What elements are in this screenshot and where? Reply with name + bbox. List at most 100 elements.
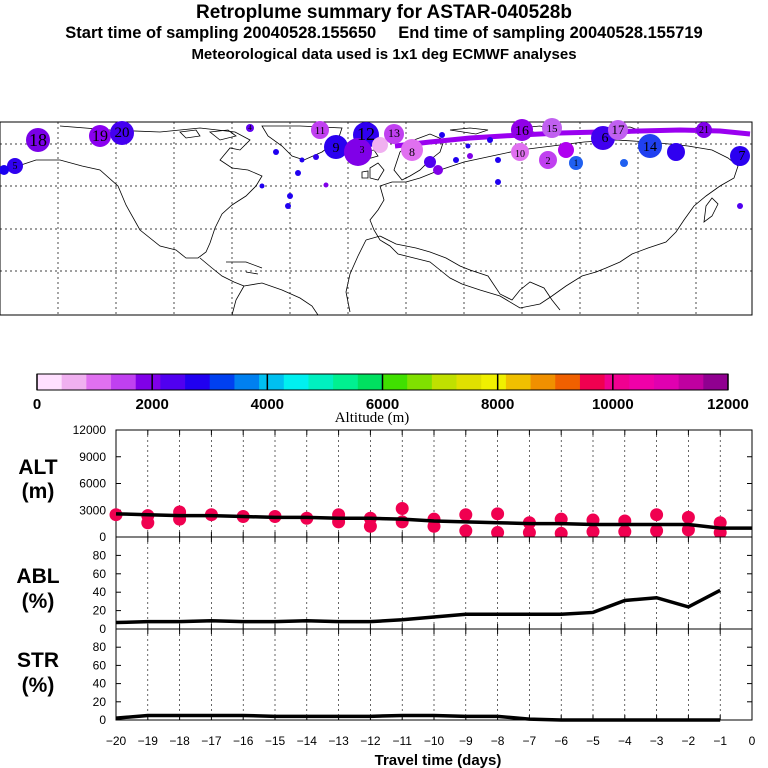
- y-tick-label: 60: [93, 658, 107, 672]
- colorbar-swatch: [407, 374, 433, 390]
- colorbar-swatch: [209, 374, 235, 390]
- map-plume-circle: [638, 134, 662, 158]
- alt-scatter-point: [681, 510, 695, 524]
- map-plume-circle: [487, 137, 493, 143]
- colorbar-swatch: [357, 374, 383, 390]
- colorbar-swatch: [86, 374, 112, 390]
- map-coastline: [5, 125, 263, 259]
- x-tick-label: −3: [650, 734, 664, 748]
- str-line: [115, 713, 721, 722]
- y-tick-label: 40: [93, 585, 107, 599]
- map-plume-circle: [372, 137, 388, 153]
- x-tick-label: −7: [523, 734, 537, 748]
- colorbar-tick-label: 10000: [592, 396, 634, 413]
- map-plume-circle: [299, 157, 305, 163]
- map-plume-circle: [295, 170, 301, 176]
- map-plume-circle: [313, 154, 319, 160]
- panel-alt: 12000 9000 6000 3000 0 ALT(m): [18, 423, 753, 544]
- y-tick-label: 60: [93, 567, 107, 581]
- map-day-label: 1: [574, 158, 579, 168]
- map-plume-circle: [7, 158, 23, 174]
- colorbar-swatch: [703, 374, 729, 390]
- x-tick-label: −9: [459, 734, 473, 748]
- colorbar-tick-label: 0: [33, 396, 41, 413]
- colorbar-swatch: [308, 374, 334, 390]
- y-tick-label: 9000: [79, 450, 106, 464]
- map-day-label: 18: [29, 130, 47, 150]
- colorbar-swatch: [382, 374, 408, 390]
- alt-scatter-point: [491, 526, 505, 540]
- x-tick-label: −6: [554, 734, 568, 748]
- panel-ylabel: ALT: [18, 456, 57, 479]
- panel-ylabel: (%): [22, 590, 55, 613]
- alt-scatter-point: [427, 519, 441, 533]
- colorbar-swatch: [456, 374, 482, 390]
- map-plume-circle: [511, 119, 533, 141]
- x-axis-label: Travel time (days): [375, 752, 502, 768]
- map-plume-circle: [608, 120, 628, 140]
- colorbar-tick-label: 2000: [135, 396, 168, 413]
- map-plume-circle: [344, 138, 372, 166]
- x-tick-label: −12: [360, 734, 381, 748]
- page-title: Retroplume summary for ASTAR-040528b: [196, 2, 572, 23]
- end-time-label: End time of sampling 20040528.155719: [398, 24, 703, 42]
- alt-scatter-point: [618, 525, 632, 539]
- map-coastline: [199, 257, 263, 287]
- colorbar-swatch: [678, 374, 704, 390]
- alt-scatter-point: [459, 508, 473, 522]
- map-plume-circle: [285, 203, 291, 209]
- map-plume-circle: [246, 124, 254, 132]
- met-data-label: Meteorological data used is 1x1 deg ECMW…: [191, 46, 577, 63]
- panel-ylabel: ABL: [16, 565, 59, 588]
- map-plume-circle: [467, 153, 473, 159]
- colorbar-label: Altitude (m): [335, 410, 410, 426]
- map-day-label: 7: [739, 149, 746, 164]
- x-tick-label: −18: [169, 734, 190, 748]
- map-plume-circle: [0, 165, 9, 175]
- panel-abl: 80 60 40 20 0 ABL(%): [16, 536, 753, 636]
- x-tick-label: −16: [233, 734, 254, 748]
- map-plume-circle: [569, 156, 583, 170]
- map-coastline: [703, 197, 719, 223]
- y-tick-label: 3000: [79, 503, 106, 517]
- map-plume-circle: [311, 121, 329, 139]
- altitude-colorbar: 0 2000 4000 6000 8000 10000 12000: [33, 373, 749, 413]
- x-tick-label: −8: [491, 734, 505, 748]
- x-tick-label: −1: [713, 734, 727, 748]
- panel-ylabel: (%): [22, 674, 55, 697]
- map-plume-circle: [511, 143, 529, 161]
- map-plume-circle: [620, 159, 628, 167]
- map-day-label: 9: [333, 141, 340, 156]
- map-plume-circle: [110, 121, 134, 145]
- alt-scatter-point: [141, 516, 155, 530]
- map-plume-circle: [89, 125, 111, 147]
- map-plume-circle: [558, 142, 574, 158]
- colorbar-tick-label: 6000: [366, 396, 399, 413]
- y-tick-label: 20: [93, 604, 107, 618]
- map-day-label: 11: [315, 125, 326, 137]
- y-tick-label: 12000: [73, 423, 107, 437]
- y-tick-label: 6000: [79, 477, 106, 491]
- x-tick-label: −4: [618, 734, 632, 748]
- colorbar-swatch: [629, 374, 655, 390]
- map-day-label: 2: [546, 156, 551, 167]
- map-plume-circle: [26, 128, 50, 152]
- map-plume-circle: [323, 182, 329, 188]
- map-plume-circle: [259, 183, 265, 189]
- alt-scatter-point: [459, 524, 473, 538]
- map-plume-circle: [273, 149, 279, 155]
- colorbar-swatch: [259, 374, 285, 390]
- y-tick-label: 0: [99, 622, 106, 636]
- map-day-label: 3: [360, 145, 365, 156]
- map-plume-circle: [667, 143, 685, 161]
- map-coastline: [361, 162, 385, 181]
- alt-scatter-point: [650, 508, 664, 522]
- panel-str: 80 60 40 20 0 STR(%): [17, 628, 753, 727]
- x-tick-label: −14: [297, 734, 318, 748]
- map-plume-circle: [495, 157, 501, 163]
- colorbar-swatch: [111, 374, 137, 390]
- map-plume-circle: [384, 124, 404, 144]
- alt-scatter-point: [491, 507, 505, 521]
- y-tick-label: 80: [93, 548, 107, 562]
